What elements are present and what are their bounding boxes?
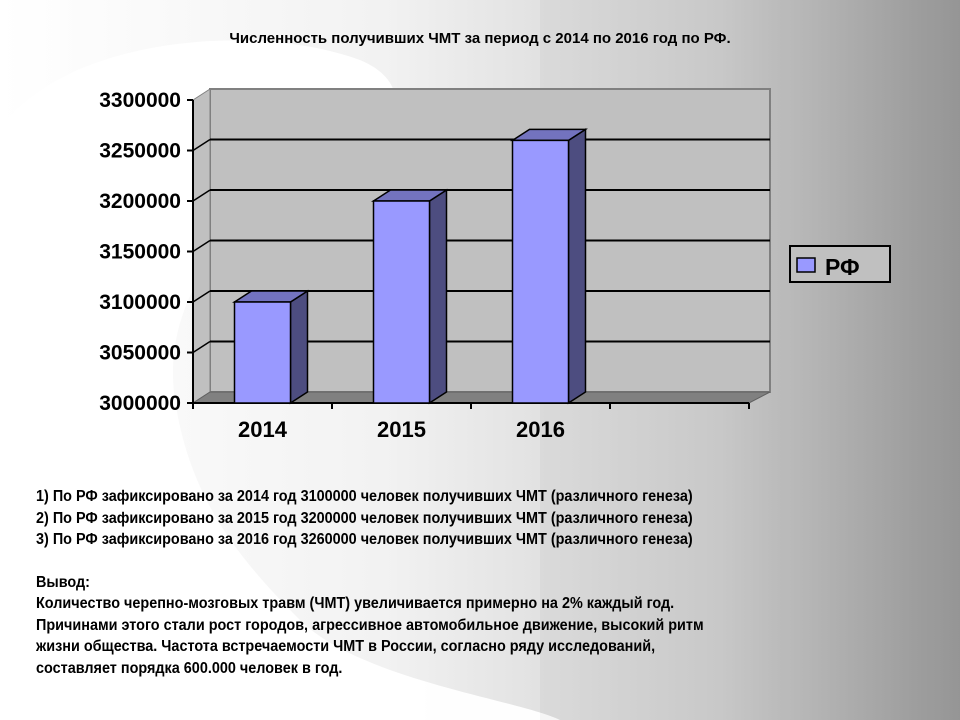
note-line: 1) По РФ зафиксировано за 2014 год 31000… [36, 488, 693, 505]
gridline-side [192, 189, 211, 202]
gridline-side [192, 239, 211, 253]
conclusion-line: Причинами этого стали рост городов, агре… [36, 616, 704, 634]
gridline-side [192, 290, 211, 303]
bar-2015 [370, 188, 450, 405]
gridline-side [192, 138, 211, 152]
bar-2014 [231, 289, 311, 405]
bar-2016 [509, 128, 589, 405]
y-tick-label: 3250000 [99, 140, 181, 163]
note-line: 2) По РФ зафиксировано за 2015 год 32000… [36, 509, 693, 527]
chart-title: Численность получивших ЧМТ за период с 2… [229, 30, 731, 47]
y-tick-label: 3150000 [99, 241, 181, 264]
legend-swatch [796, 257, 816, 273]
bar-side [289, 289, 309, 405]
x-tick-label: 2014 [238, 417, 288, 442]
y-tick-label: 3100000 [99, 291, 181, 314]
bar-front [372, 200, 431, 404]
bar-side [567, 128, 587, 405]
x-tick-label: 2016 [516, 417, 565, 442]
legend: РФ [789, 245, 891, 283]
y-tick-label: 3000000 [99, 392, 181, 415]
y-tick-label: 3200000 [99, 190, 181, 213]
conclusion-line: составляет порядка 600.000 человек в год… [36, 659, 343, 677]
bar-front [233, 301, 292, 404]
y-tick-label: 3300000 [99, 89, 181, 112]
gridline-side [192, 340, 211, 354]
bar-side [428, 188, 448, 405]
conclusion-line: жизни общества. Частота встречаемости ЧМ… [36, 638, 656, 655]
note-line: 3) По РФ зафиксировано за 2016 год 32600… [36, 531, 693, 548]
y-tick-label: 3050000 [99, 342, 181, 365]
bar-front [511, 139, 570, 404]
notes-block: 1) По РФ зафиксировано за 2014 год 31000… [36, 486, 704, 679]
conclusion-line: Количество черепно-мозговых травм (ЧМТ) … [36, 595, 675, 612]
conclusion-label: Вывод: [36, 573, 90, 591]
legend-label: РФ [825, 254, 860, 280]
x-tick-label: 2015 [377, 417, 426, 442]
